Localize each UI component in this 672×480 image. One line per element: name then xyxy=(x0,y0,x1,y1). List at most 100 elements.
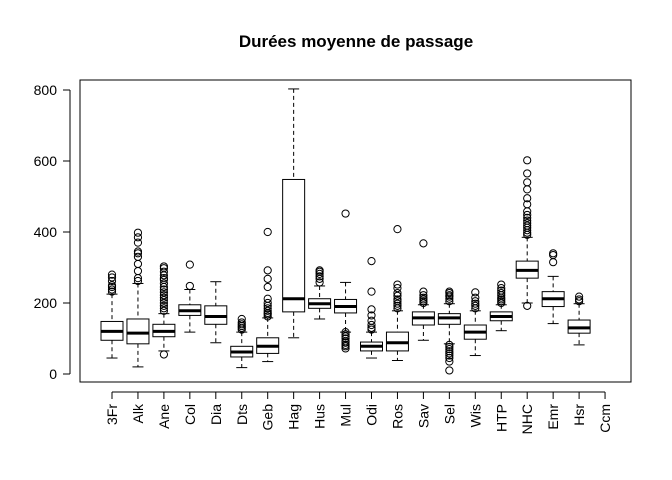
x-tick-label: HTP xyxy=(493,404,509,432)
outlier-point xyxy=(263,227,272,237)
outlier-point xyxy=(107,287,117,296)
outlier-point xyxy=(549,258,558,267)
y-tick-label: 200 xyxy=(34,295,58,311)
outlier-point xyxy=(133,247,143,256)
outlier-point xyxy=(445,349,454,358)
y-tick-label: 400 xyxy=(34,224,58,240)
box-hag xyxy=(282,88,306,339)
outlier-point xyxy=(133,233,143,242)
box-htp xyxy=(489,280,513,332)
outlier-point xyxy=(393,295,402,304)
outlier-point xyxy=(549,249,558,258)
outlier-point xyxy=(445,357,454,366)
outlier-point xyxy=(159,296,168,305)
outlier-point xyxy=(497,280,506,289)
outlier-point xyxy=(341,328,350,337)
outlier-point xyxy=(497,283,506,293)
outlier-point xyxy=(497,288,506,298)
outlier-point xyxy=(445,287,454,296)
box-odi xyxy=(360,257,383,359)
chart-title: Durées moyenne de passage xyxy=(239,32,473,51)
outlier-point xyxy=(341,209,350,218)
x-tick-label: Hag xyxy=(286,404,302,430)
outlier-point xyxy=(315,272,324,281)
outlier-point xyxy=(523,301,532,310)
outlier-point xyxy=(185,260,194,269)
outlier-point xyxy=(159,291,168,300)
x-tick-label: Col xyxy=(182,404,198,425)
outlier-point xyxy=(159,306,168,315)
outlier-point xyxy=(159,285,168,294)
box-mul xyxy=(334,209,358,353)
x-tick-label: NHC xyxy=(519,404,535,434)
outlier-point xyxy=(471,301,480,310)
outlier-point xyxy=(133,238,143,247)
outlier-point xyxy=(393,301,402,310)
outlier-point xyxy=(471,299,480,308)
outlier-point xyxy=(159,350,168,359)
outlier-point xyxy=(471,297,480,306)
x-tick-label: Mul xyxy=(338,404,354,427)
box-ane xyxy=(152,262,176,359)
outlier-point xyxy=(445,291,454,300)
outlier-point xyxy=(445,347,454,356)
box-sav xyxy=(411,239,435,341)
box-hsr xyxy=(567,292,591,346)
outlier-point xyxy=(393,299,402,308)
outlier-point xyxy=(107,281,117,290)
outlier-point xyxy=(523,194,532,203)
outlier-point xyxy=(419,239,428,248)
y-axis: 0 200 400 600 800 xyxy=(34,82,71,382)
outlier-point xyxy=(107,276,117,286)
outlier-point xyxy=(393,288,402,298)
outlier-point xyxy=(237,314,246,324)
outlier-point xyxy=(419,291,428,300)
outlier-point xyxy=(133,259,143,269)
x-tick-label: Odi xyxy=(364,404,380,426)
outlier-point xyxy=(523,213,532,222)
outlier-point xyxy=(445,366,454,375)
x-tick-label: Dia xyxy=(208,404,224,425)
outlier-point xyxy=(471,293,480,302)
outlier-point xyxy=(341,334,350,343)
outlier-point xyxy=(445,297,454,306)
outlier-point xyxy=(523,178,532,187)
outlier-point xyxy=(367,257,376,266)
outlier-point xyxy=(185,281,194,291)
outlier-point xyxy=(523,219,532,228)
x-tick-label: Wis xyxy=(467,404,483,427)
outlier-point xyxy=(263,294,272,303)
box-sel xyxy=(437,287,461,375)
outlier-point xyxy=(367,311,376,320)
outlier-point xyxy=(523,216,532,225)
outlier-point xyxy=(133,228,143,237)
outlier-point xyxy=(523,156,532,165)
outlier-point xyxy=(237,318,246,327)
x-axis: 3Fr Alk Ane Col Dia Dts Geb Hag Hus Mul Odi Ros Sav S… xyxy=(104,391,613,434)
outlier-point xyxy=(159,304,168,313)
outlier-point xyxy=(159,288,168,297)
x-tick-label: Sav xyxy=(415,404,431,428)
outlier-point xyxy=(159,293,168,302)
y-tick-label: 600 xyxy=(34,153,58,169)
outlier-point xyxy=(419,287,428,296)
outlier-point xyxy=(575,292,584,301)
box-dts xyxy=(230,314,254,369)
outlier-point xyxy=(367,316,376,325)
boxes-group xyxy=(100,88,591,375)
outlier-point xyxy=(263,266,272,275)
outlier-point xyxy=(523,200,532,209)
x-tick-label: Hsr xyxy=(571,404,587,426)
outlier-point xyxy=(445,342,454,352)
outlier-point xyxy=(133,266,143,276)
box-3fr xyxy=(100,270,124,359)
outlier-point xyxy=(263,306,272,315)
box-hus xyxy=(308,266,332,320)
outlier-point xyxy=(315,266,324,275)
plot-frame xyxy=(79,79,632,383)
outlier-point xyxy=(159,301,168,310)
outlier-point xyxy=(263,304,272,313)
outlier-point xyxy=(263,282,272,292)
outlier-point xyxy=(159,279,168,288)
